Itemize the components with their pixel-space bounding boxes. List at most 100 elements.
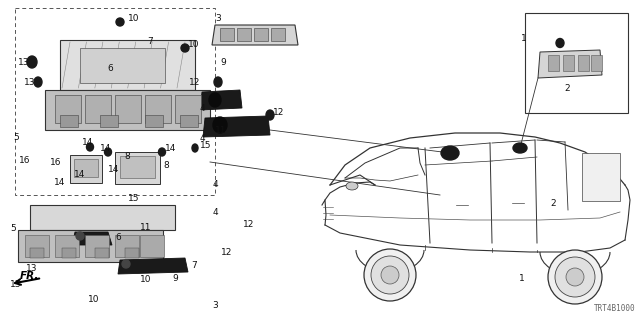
Text: FR.: FR. [20, 271, 40, 281]
Polygon shape [200, 90, 242, 110]
Text: 9: 9 [173, 274, 179, 283]
Text: 7: 7 [191, 260, 196, 269]
Bar [25, 235, 49, 257]
Bar [60, 115, 78, 127]
Text: 5: 5 [13, 133, 19, 142]
Text: 14: 14 [54, 178, 66, 187]
Text: 8: 8 [163, 161, 169, 170]
Polygon shape [118, 258, 188, 274]
Bar [237, 28, 251, 41]
Ellipse shape [513, 143, 527, 153]
Bar [62, 248, 76, 258]
Ellipse shape [556, 38, 564, 47]
Text: 4: 4 [200, 103, 205, 113]
Polygon shape [72, 232, 112, 245]
Text: 13: 13 [24, 77, 35, 86]
Text: 10: 10 [128, 13, 140, 22]
Ellipse shape [346, 182, 358, 190]
Text: 5: 5 [10, 223, 16, 233]
Bar [591, 55, 602, 71]
Text: 8: 8 [125, 152, 131, 161]
Text: 15: 15 [200, 140, 211, 149]
Text: 10: 10 [88, 295, 100, 304]
Polygon shape [212, 25, 298, 45]
Bar [30, 248, 44, 258]
Ellipse shape [116, 18, 124, 26]
Bar [95, 248, 109, 258]
Text: 11: 11 [215, 125, 227, 134]
Ellipse shape [181, 44, 189, 52]
Bar [175, 95, 201, 123]
Ellipse shape [548, 250, 602, 304]
Polygon shape [60, 40, 195, 90]
Ellipse shape [214, 77, 222, 87]
Ellipse shape [159, 148, 166, 156]
Text: 4: 4 [212, 180, 218, 188]
Text: 15: 15 [128, 194, 140, 203]
Polygon shape [30, 205, 175, 230]
Bar [85, 95, 111, 123]
Bar [115, 152, 160, 184]
Ellipse shape [122, 260, 130, 268]
Polygon shape [538, 50, 602, 78]
Polygon shape [203, 116, 270, 137]
Text: 14: 14 [108, 165, 119, 174]
Text: TRT4B1000: TRT4B1000 [593, 304, 635, 313]
Text: 3: 3 [212, 301, 218, 310]
Bar [145, 115, 163, 127]
Ellipse shape [192, 144, 198, 152]
Text: 2: 2 [551, 199, 556, 208]
Text: 1: 1 [521, 34, 527, 43]
Ellipse shape [209, 93, 221, 107]
Ellipse shape [76, 232, 84, 240]
Text: 12: 12 [189, 77, 200, 86]
Text: 13: 13 [18, 58, 29, 67]
Bar [70, 155, 102, 183]
Ellipse shape [266, 110, 274, 120]
Ellipse shape [441, 146, 459, 160]
Ellipse shape [364, 249, 416, 301]
Text: 14: 14 [74, 170, 85, 179]
Polygon shape [18, 230, 163, 262]
Bar [180, 115, 198, 127]
Text: 14: 14 [82, 138, 93, 147]
Text: 1: 1 [519, 274, 525, 283]
Text: 4: 4 [212, 208, 218, 217]
Bar [271, 28, 285, 41]
Bar [563, 55, 574, 71]
Text: 12: 12 [243, 220, 255, 228]
Ellipse shape [371, 256, 409, 294]
Text: 13: 13 [10, 280, 21, 289]
Ellipse shape [381, 266, 399, 284]
Bar [80, 48, 165, 83]
Bar [525, 13, 628, 113]
Ellipse shape [34, 77, 42, 87]
Text: 13: 13 [26, 264, 37, 273]
Bar [55, 235, 79, 257]
Bar [100, 115, 118, 127]
Ellipse shape [27, 56, 37, 68]
Text: 10: 10 [188, 39, 200, 49]
Text: 4: 4 [200, 133, 205, 142]
Text: 9: 9 [220, 58, 226, 67]
Text: 7: 7 [147, 37, 153, 46]
Ellipse shape [555, 257, 595, 297]
Bar [145, 95, 171, 123]
Text: 16: 16 [19, 156, 31, 164]
Ellipse shape [566, 268, 584, 286]
Text: 12: 12 [221, 248, 232, 257]
Bar [115, 235, 139, 257]
Bar [55, 95, 81, 123]
Text: 2: 2 [564, 84, 570, 92]
Bar [578, 55, 589, 71]
Bar [85, 235, 109, 257]
Bar [15, 8, 215, 195]
Bar [74, 159, 98, 177]
Text: 6: 6 [115, 233, 121, 242]
Bar [254, 28, 268, 41]
Polygon shape [45, 90, 210, 130]
Bar [220, 28, 234, 41]
Text: 16: 16 [50, 157, 61, 166]
Ellipse shape [86, 143, 93, 151]
Ellipse shape [206, 125, 214, 135]
